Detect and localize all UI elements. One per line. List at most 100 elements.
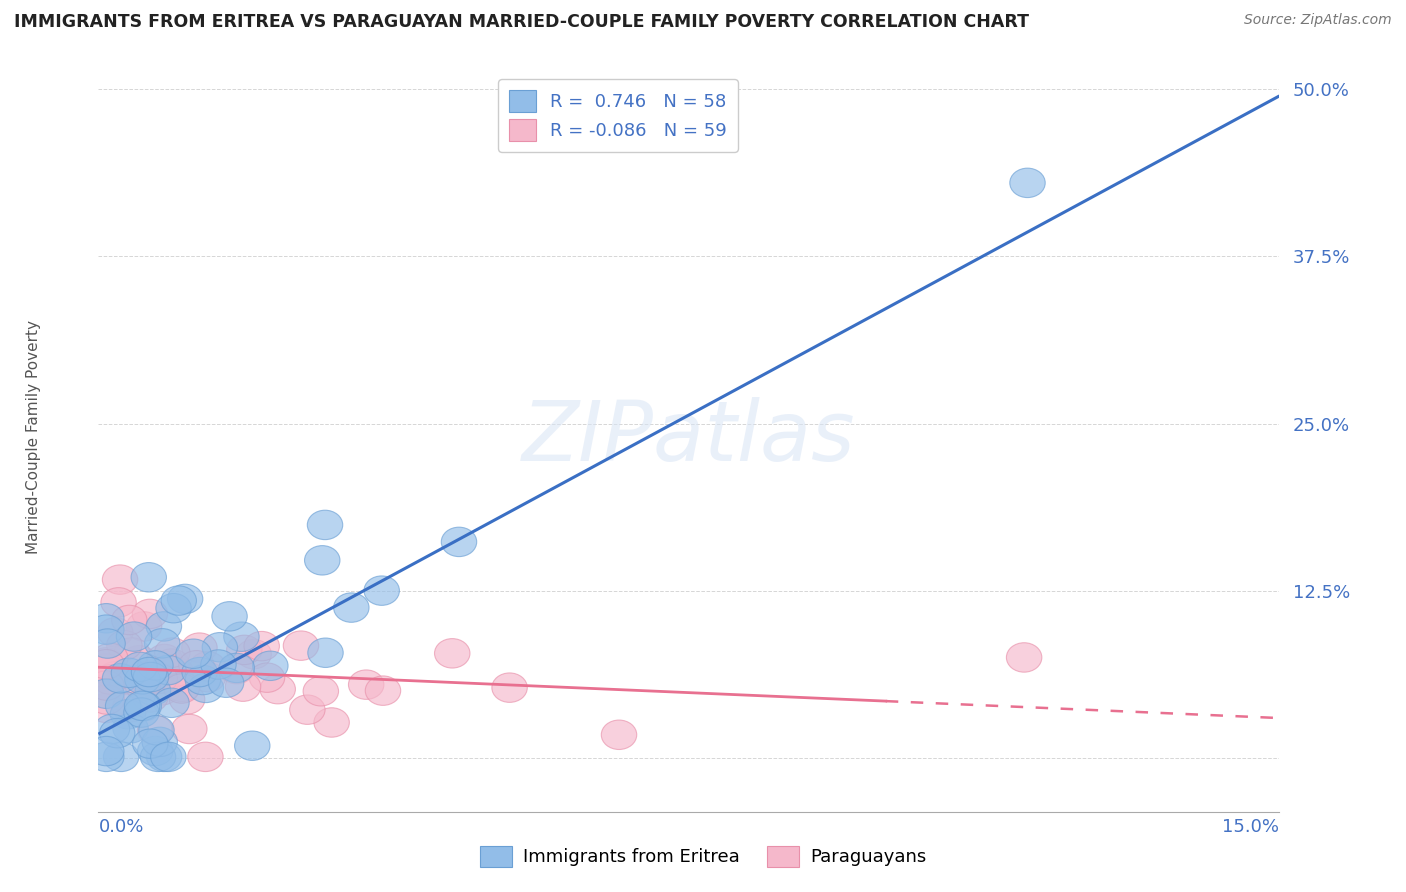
Ellipse shape: [602, 720, 637, 749]
Ellipse shape: [150, 655, 186, 684]
Ellipse shape: [434, 639, 470, 668]
Ellipse shape: [236, 640, 271, 669]
Ellipse shape: [150, 656, 186, 685]
Ellipse shape: [253, 651, 288, 681]
Ellipse shape: [132, 729, 167, 758]
Ellipse shape: [308, 510, 343, 540]
Ellipse shape: [157, 657, 194, 687]
Ellipse shape: [176, 639, 211, 668]
Ellipse shape: [134, 663, 169, 692]
Ellipse shape: [89, 685, 124, 714]
Ellipse shape: [110, 699, 146, 729]
Ellipse shape: [366, 676, 401, 706]
Ellipse shape: [181, 633, 217, 663]
Text: 15.0%: 15.0%: [1222, 819, 1279, 837]
Ellipse shape: [114, 638, 149, 667]
Ellipse shape: [89, 737, 124, 766]
Ellipse shape: [165, 673, 200, 703]
Ellipse shape: [90, 629, 125, 658]
Ellipse shape: [172, 714, 207, 744]
Text: ZIPatlas: ZIPatlas: [522, 397, 856, 477]
Text: 0.0%: 0.0%: [98, 819, 143, 837]
Ellipse shape: [201, 649, 236, 679]
Ellipse shape: [124, 663, 160, 692]
Ellipse shape: [441, 527, 477, 557]
Ellipse shape: [186, 665, 221, 695]
Ellipse shape: [89, 604, 124, 633]
Ellipse shape: [1010, 169, 1045, 198]
Ellipse shape: [145, 629, 180, 658]
Legend: Immigrants from Eritrea, Paraguayans: Immigrants from Eritrea, Paraguayans: [472, 838, 934, 874]
Ellipse shape: [142, 727, 177, 756]
Ellipse shape: [138, 650, 173, 680]
Ellipse shape: [308, 638, 343, 667]
Ellipse shape: [146, 644, 183, 673]
Ellipse shape: [156, 593, 191, 623]
Ellipse shape: [138, 736, 173, 765]
Ellipse shape: [249, 663, 285, 692]
Ellipse shape: [104, 742, 139, 772]
Ellipse shape: [142, 664, 177, 693]
Ellipse shape: [188, 673, 224, 703]
Text: Married-Couple Family Poverty: Married-Couple Family Poverty: [25, 320, 41, 554]
Legend: R =  0.746   N = 58, R = -0.086   N = 59: R = 0.746 N = 58, R = -0.086 N = 59: [498, 79, 738, 152]
Ellipse shape: [103, 565, 138, 594]
Ellipse shape: [219, 653, 254, 682]
Ellipse shape: [226, 635, 262, 665]
Ellipse shape: [179, 650, 214, 680]
Ellipse shape: [150, 742, 186, 772]
Ellipse shape: [212, 601, 247, 631]
Ellipse shape: [165, 672, 200, 701]
Ellipse shape: [112, 693, 148, 723]
Ellipse shape: [167, 584, 202, 614]
Ellipse shape: [127, 612, 162, 641]
Ellipse shape: [105, 691, 141, 721]
Ellipse shape: [225, 672, 260, 701]
Ellipse shape: [145, 675, 180, 705]
Ellipse shape: [219, 655, 254, 684]
Ellipse shape: [190, 663, 226, 692]
Ellipse shape: [89, 649, 124, 679]
Ellipse shape: [260, 674, 295, 704]
Ellipse shape: [333, 593, 368, 623]
Ellipse shape: [141, 742, 176, 772]
Ellipse shape: [132, 599, 167, 629]
Ellipse shape: [131, 563, 166, 592]
Ellipse shape: [131, 657, 167, 687]
Ellipse shape: [122, 652, 157, 681]
Ellipse shape: [100, 718, 135, 747]
Ellipse shape: [135, 676, 170, 706]
Ellipse shape: [103, 664, 138, 693]
Ellipse shape: [89, 679, 124, 708]
Ellipse shape: [181, 657, 218, 687]
Ellipse shape: [162, 586, 197, 615]
Ellipse shape: [190, 652, 225, 681]
Ellipse shape: [314, 707, 349, 737]
Ellipse shape: [97, 662, 132, 691]
Ellipse shape: [131, 666, 166, 696]
Ellipse shape: [89, 654, 124, 683]
Ellipse shape: [101, 588, 136, 617]
Ellipse shape: [290, 695, 325, 724]
Ellipse shape: [89, 671, 124, 700]
Ellipse shape: [132, 682, 167, 712]
Ellipse shape: [124, 698, 159, 727]
Ellipse shape: [89, 615, 124, 644]
Ellipse shape: [127, 691, 162, 721]
Ellipse shape: [97, 617, 134, 647]
Text: Source: ZipAtlas.com: Source: ZipAtlas.com: [1244, 13, 1392, 28]
Ellipse shape: [93, 665, 128, 694]
Ellipse shape: [94, 714, 129, 744]
Ellipse shape: [1007, 643, 1042, 673]
Ellipse shape: [139, 715, 174, 745]
Ellipse shape: [125, 671, 160, 700]
Ellipse shape: [304, 676, 339, 706]
Ellipse shape: [224, 622, 259, 651]
Ellipse shape: [89, 693, 124, 723]
Ellipse shape: [146, 612, 181, 641]
Ellipse shape: [283, 631, 319, 660]
Ellipse shape: [245, 632, 280, 661]
Ellipse shape: [112, 714, 148, 743]
Ellipse shape: [202, 632, 238, 662]
Ellipse shape: [153, 688, 190, 717]
